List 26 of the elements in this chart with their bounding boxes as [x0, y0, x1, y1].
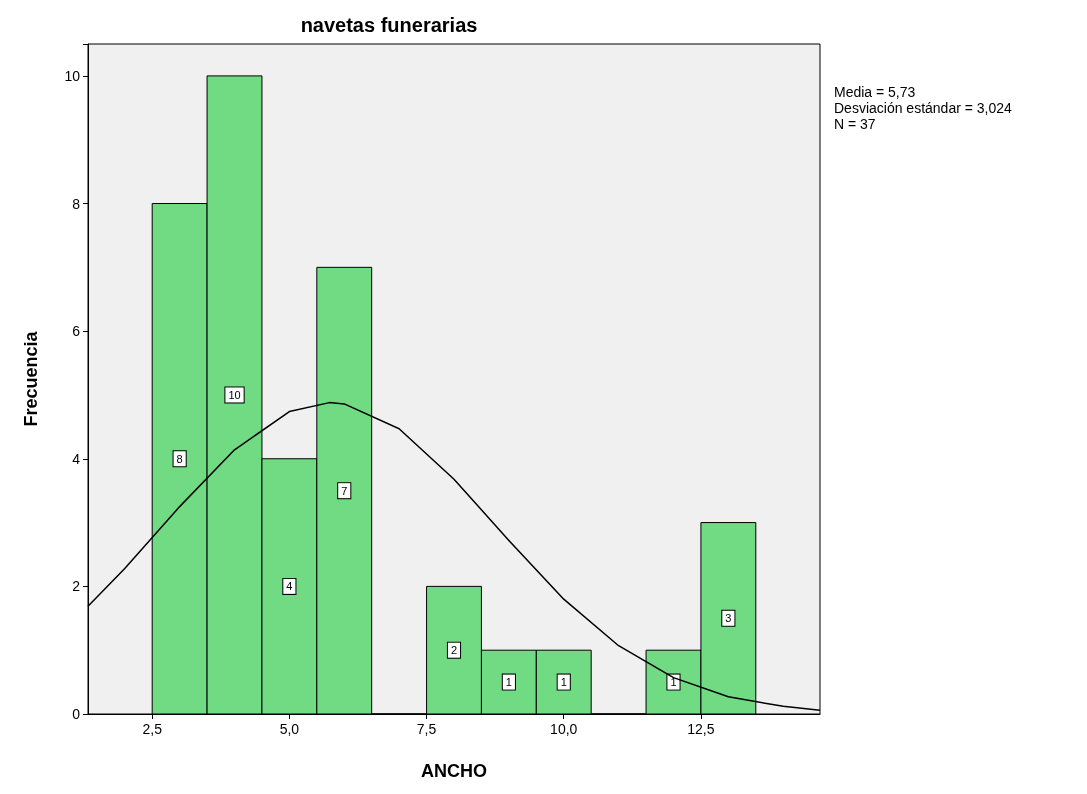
- data-label: 2: [450, 644, 458, 657]
- data-label: 1: [670, 676, 677, 689]
- data-label: 4: [286, 580, 293, 593]
- data-label: 8: [176, 452, 183, 465]
- x-tick-label: 12,5: [687, 721, 715, 737]
- chart-title: navetas funerarias: [300, 14, 478, 36]
- x-tick-label: 7,5: [416, 721, 437, 737]
- x-tick-label: 2,5: [142, 721, 163, 737]
- y-tick-label: 8: [72, 195, 81, 212]
- data-label: 3: [725, 612, 732, 625]
- x-axis-title: ANCHO: [421, 761, 487, 781]
- y-tick-label: 2: [72, 578, 81, 595]
- y-tick-label: 6: [72, 323, 81, 340]
- y-tick-label: 4: [72, 450, 81, 467]
- data-label: 1: [560, 676, 567, 689]
- y-axis-title: Frecuencia: [21, 330, 41, 427]
- y-tick-label: 10: [64, 67, 81, 84]
- x-tick-label: 5,0: [279, 721, 300, 737]
- y-tick-label: 0: [72, 706, 81, 722]
- text: Media = 5,73: [834, 84, 916, 100]
- data-label: 1: [505, 676, 512, 689]
- x-tick-label: 10,0: [550, 721, 578, 737]
- text: N = 37: [834, 116, 876, 132]
- data-label: 7: [341, 484, 348, 497]
- text: Desviación estándar = 3,024: [834, 100, 1013, 116]
- data-label: 10: [228, 388, 241, 401]
